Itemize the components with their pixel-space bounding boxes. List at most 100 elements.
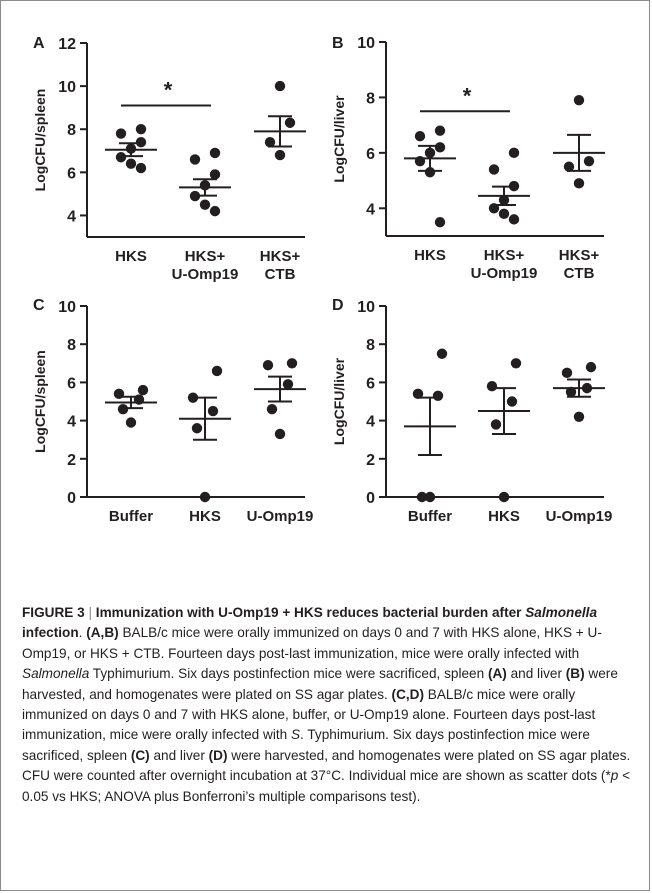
panel-d-data-point <box>490 419 502 430</box>
panel-b-significance-star: * <box>463 83 472 108</box>
panel-a-y-tick-label: 6 <box>67 165 76 182</box>
panel-b-x-tick-label: HKS <box>414 247 446 264</box>
panel-a-data-point <box>125 158 137 169</box>
panel-c-y-tick-label: 8 <box>67 337 76 354</box>
panel-c-y-label: LogCFU/spleen <box>32 350 48 453</box>
panel-d-label: D <box>332 297 344 314</box>
panel-b-x-tick-label: HKS+ <box>559 247 600 264</box>
panel-c-data-point <box>266 403 278 415</box>
panel-d-y-tick-label: 6 <box>366 375 375 392</box>
panel-c-data-point <box>274 428 286 440</box>
panel-d-data-point <box>565 386 577 398</box>
panel-d-x-tick-label: HKS <box>488 508 520 525</box>
caption-ref-cd: (C,D) <box>391 686 425 702</box>
caption-title-italic: Salmonella <box>525 605 598 620</box>
panel-a-data-point <box>274 80 286 92</box>
panel-b-data-point <box>498 208 510 220</box>
panel-a-data-point <box>209 169 221 180</box>
panel-b-data-point <box>573 95 585 106</box>
panel-b-y-tick-label: 4 <box>366 201 375 218</box>
caption-ref-c: (C) <box>130 747 150 763</box>
caption-text-5: BALB/c mice were orally immunized on day… <box>22 686 596 743</box>
panel-a-data-point <box>209 147 221 159</box>
panel-d-x-tick-label: U-Omp19 <box>546 508 613 525</box>
panel-d-data-point <box>506 396 518 407</box>
panel-d-y-tick-label: 10 <box>357 299 375 316</box>
caption-italic-8: p <box>610 768 619 784</box>
panel-d-y-label: LogCFU/liver <box>331 357 347 445</box>
panel-b-label: B <box>332 35 344 52</box>
panel-b-data-point <box>573 178 585 189</box>
panel-d-data-point <box>424 491 436 503</box>
panel-b-data-point <box>414 131 426 142</box>
panel-c-y-tick-label: 2 <box>67 452 76 469</box>
caption-title-end: infection <box>22 625 79 641</box>
panel-d-data-point <box>561 367 573 379</box>
panel-b-y-tick-label: 10 <box>357 35 375 52</box>
panel-b-data-point <box>434 142 446 153</box>
panel-b-data-point <box>508 147 520 159</box>
panel-d-y-tick-label: 2 <box>366 452 375 469</box>
panel-c-x-tick-label: HKS <box>189 508 221 525</box>
caption-italic-5: S <box>290 727 301 743</box>
panel-a-significance-star: * <box>164 78 173 103</box>
caption-ref-b: (B) <box>565 666 585 682</box>
panel-d-y-tick-label: 0 <box>366 490 375 507</box>
caption-text-3: and liver <box>510 666 562 682</box>
panel-c-x-tick-label: U-Omp19 <box>247 508 314 525</box>
panel-a-data-point <box>284 117 296 128</box>
panel-c-data-point <box>207 405 219 417</box>
panel-b-y-tick-label: 8 <box>366 90 375 107</box>
panel-d-data-point <box>432 390 444 401</box>
panel-c-y-tick-label: 10 <box>58 299 76 316</box>
panel-a-data-point <box>115 128 127 139</box>
caption-separator: | <box>88 605 93 620</box>
panel-a-data-point <box>115 152 127 163</box>
panel-a-data-point <box>135 124 147 135</box>
panel-c-y-tick-label: 6 <box>67 375 76 392</box>
panel-d-y-tick-label: 8 <box>366 337 375 354</box>
panel-a-y-tick-label: 12 <box>58 36 76 53</box>
panel-c-y-tick-label: 4 <box>67 414 76 431</box>
panel-a-data-point <box>209 205 221 217</box>
panel-a-data-point <box>274 149 286 161</box>
panel-c-data-point <box>137 384 149 396</box>
panel-c-data-point <box>211 365 223 377</box>
panel-c-x-tick-label: Buffer <box>109 508 153 525</box>
panel-b-x-tick-label: U-Omp19 <box>471 265 538 282</box>
panel-d-data-point <box>498 491 510 503</box>
panel-c-data-point <box>282 379 294 390</box>
panel-b-data-point <box>583 155 595 167</box>
panel-d-data-point <box>486 381 498 392</box>
panel-a-y-tick-label: 10 <box>58 79 76 96</box>
caption-italic-1: Salmonella <box>22 666 90 682</box>
caption-text-1: BALB/c mice were orally immunized on day… <box>22 625 602 661</box>
panel-b-data-point <box>434 125 446 136</box>
panel-a-x-tick-label: HKS <box>115 248 147 265</box>
panel-c-data-point <box>125 417 137 428</box>
panel-d-x-tick-label: Buffer <box>408 508 452 525</box>
caption-title: Immunization with U-Omp19 + HKS reduces … <box>95 605 522 620</box>
caption-text-8: were harvested, and homogenates were pla… <box>22 747 631 784</box>
panel-d-data-point <box>510 358 522 369</box>
panel-d-y-tick-label: 4 <box>366 414 375 431</box>
panel-c-data-point <box>199 491 211 503</box>
panel-c-label: C <box>33 297 45 314</box>
panel-c-data-point <box>286 358 298 369</box>
panel-a-x-tick-label: HKS+ <box>260 248 301 265</box>
caption-ref-d: (D) <box>208 747 228 763</box>
caption-text-9: < 0.05 vs HKS; ANOVA plus Bonferroni’s m… <box>22 768 631 804</box>
caption-ref-ab: (A,B) <box>86 625 119 641</box>
panel-a-y-label: LogCFU/spleen <box>32 89 48 192</box>
panel-b-data-point <box>424 167 436 178</box>
panel-a-x-tick-label: CTB <box>265 266 296 283</box>
panel-a-x-tick-label: U-Omp19 <box>172 266 239 283</box>
panel-c-y-tick-label: 0 <box>67 490 76 507</box>
panel-c-data-point <box>191 423 203 434</box>
panel-a-data-point <box>264 136 276 148</box>
panel-d-data-point <box>412 388 424 400</box>
panel-d-data-point <box>416 491 428 503</box>
panel-c-data-point <box>262 360 274 371</box>
